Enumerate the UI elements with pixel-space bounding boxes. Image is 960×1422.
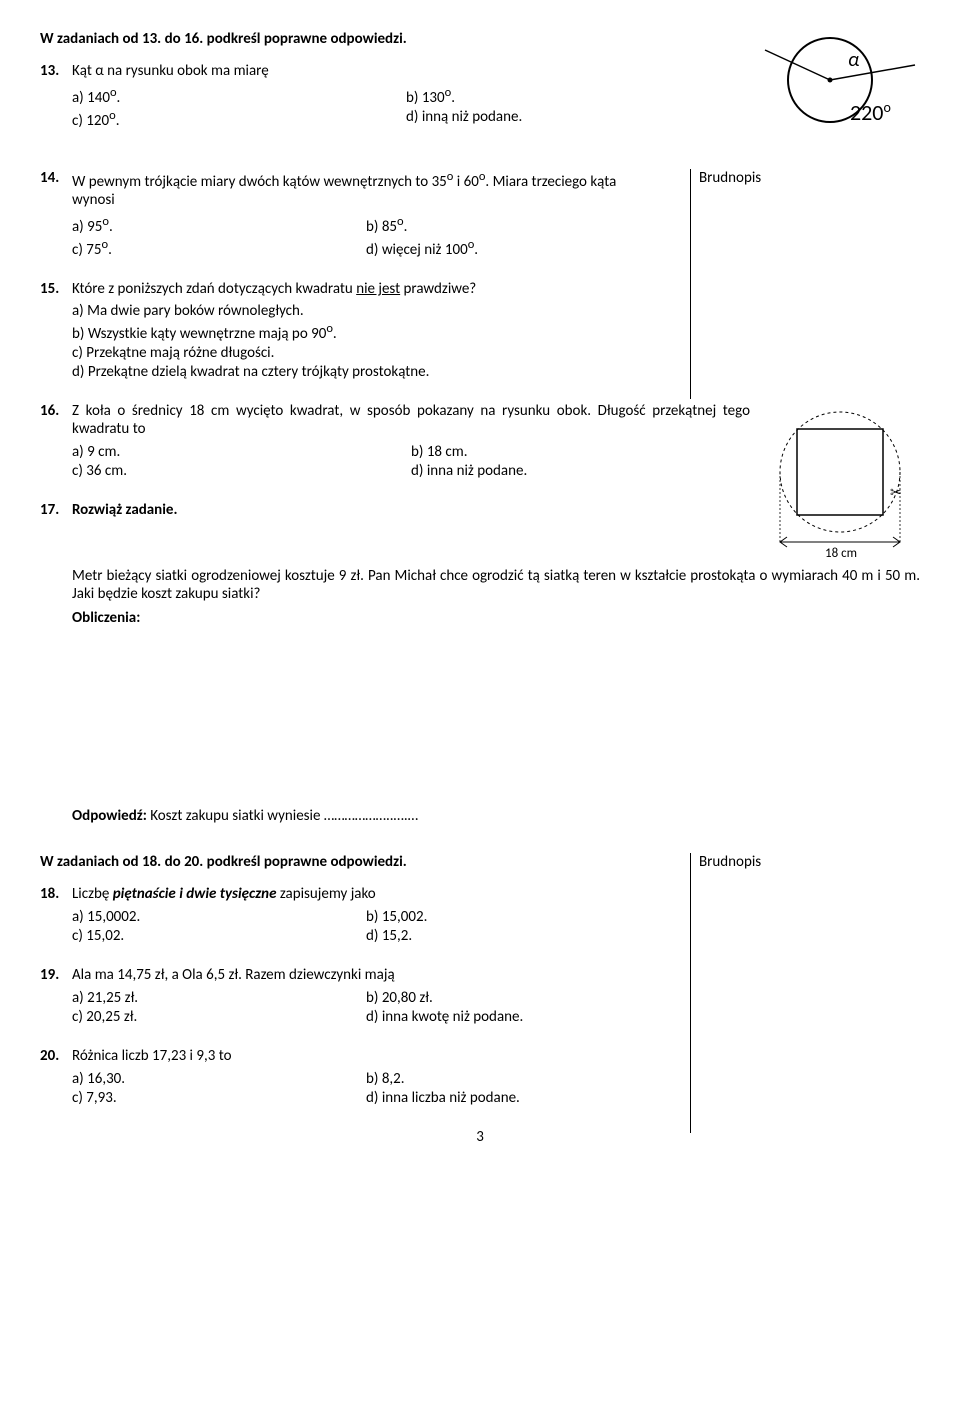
q13-opt-b: b) 130o. [406, 85, 740, 107]
section-header-13-16: W zadaniach od 13. do 16. podkreśl popra… [40, 30, 920, 155]
q17-title: Rozwiąż zadanie. [72, 501, 750, 519]
q19-opt-a: a) 21,25 zł. [72, 989, 366, 1007]
q13-opt-a: a) 140o. [72, 85, 406, 107]
q15-text: Które z poniższych zdań dotyczących kwad… [72, 280, 660, 298]
q18-opt-c: c) 15,02. [72, 927, 366, 945]
q16-opt-b: b) 18 cm. [411, 443, 750, 461]
alpha-label: α [848, 48, 859, 72]
q18-opt-a: a) 15,0002. [72, 908, 366, 926]
q16-num: 16. [40, 402, 72, 420]
question-20: 20. Różnica liczb 17,23 i 9,3 to a) 16,3… [40, 1047, 660, 1108]
question-19: 19. Ala ma 14,75 zł, a Ola 6,5 zł. Razem… [40, 966, 660, 1027]
q14-opt-d: d) więcej niż 100o. [366, 237, 660, 259]
instructions-1: W zadaniach od 13. do 16. podkreśl popra… [40, 30, 740, 48]
q14-num: 14. [40, 169, 72, 187]
q18-opt-d: d) 15,2. [366, 927, 660, 945]
instructions-2: W zadaniach od 18. do 20. podkreśl popra… [40, 853, 660, 871]
q19-text: Ala ma 14,75 zł, a Ola 6,5 zł. Razem dzi… [72, 966, 660, 984]
square-in-circle-figure: ✂ 18 cm [770, 402, 920, 567]
q20-opt-a: a) 16,30. [72, 1070, 366, 1088]
q14-opt-c: c) 75o. [72, 237, 366, 259]
q19-opt-b: b) 20,80 zł. [366, 989, 660, 1007]
q16-opt-d: d) inna niż podane. [411, 462, 750, 480]
question-16: 16. Z koła o średnicy 18 cm wycięto kwad… [40, 402, 750, 481]
q14-text: W pewnym trójkącie miary dwóch kątów wew… [72, 169, 660, 209]
q15-opt-b: b) Wszystkie kąty wewnętrzne mają po 90o… [72, 321, 660, 343]
q15-num: 15. [40, 280, 72, 298]
q16-text: Z koła o średnicy 18 cm wycięto kwadrat,… [72, 402, 750, 438]
q19-opt-c: c) 20,25 zł. [72, 1008, 366, 1026]
q14-opt-a: a) 95o. [72, 214, 366, 236]
q17-obliczenia: Obliczenia: [72, 609, 920, 627]
q19-opt-d: d) inna kwotę niż podane. [366, 1008, 660, 1026]
q17-answer: Odpowiedź: Koszt zakupu siatki wyniesie … [72, 807, 920, 825]
q16-opt-c: c) 36 cm. [72, 462, 411, 480]
q17-num: 17. [40, 501, 72, 519]
q15-opt-a: a) Ma dwie pary boków równoległych. [72, 302, 660, 320]
q20-opt-b: b) 8,2. [366, 1070, 660, 1088]
q18-num: 18. [40, 885, 72, 903]
q13-text: Kąt α na rysunku obok ma miarę [72, 62, 740, 80]
q13-num: 13. [40, 62, 72, 80]
q20-num: 20. [40, 1047, 72, 1065]
q15-opt-d: d) Przekątne dzielą kwadrat na cztery tr… [72, 363, 660, 381]
q17-text: Metr bieżący siatki ogrodzeniowej kosztu… [72, 567, 920, 603]
q15-opt-c: c) Przekątne mają różne długości. [72, 344, 660, 362]
q20-text: Różnica liczb 17,23 i 9,3 to [72, 1047, 660, 1065]
angle-figure: α 220o [760, 30, 920, 155]
question-16-row: 16. Z koła o średnicy 18 cm wycięto kwad… [40, 402, 920, 567]
q18-opt-b: b) 15,002. [366, 908, 660, 926]
question-18: 18. Liczbę piętnaście i dwie tysięczne z… [40, 885, 660, 946]
q19-num: 19. [40, 966, 72, 984]
dim-label: 18 cm [825, 546, 857, 561]
brudnopis-box-1: Brudnopis [690, 169, 761, 399]
page-number: 3 [40, 1128, 920, 1146]
q16-opt-a: a) 9 cm. [72, 443, 411, 461]
q20-opt-c: c) 7,93. [72, 1089, 366, 1107]
question-15: 15. Które z poniższych zdań dotyczących … [40, 280, 660, 382]
q14-opt-b: b) 85o. [366, 214, 660, 236]
q13-opt-c: c) 120o. [72, 108, 406, 130]
q17-body: Metr bieżący siatki ogrodzeniowej kosztu… [72, 567, 920, 627]
question-14: 14. W pewnym trójkącie miary dwóch kątów… [40, 169, 660, 260]
question-13: 13. Kąt α na rysunku obok ma miarę a) 14… [40, 62, 740, 131]
q18-text: Liczbę piętnaście i dwie tysięczne zapis… [72, 885, 660, 903]
question-17: 17. Rozwiąż zadanie. [40, 501, 750, 519]
q13-opt-d: d) inną niż podane. [406, 108, 740, 126]
q20-opt-d: d) inna liczba niż podane. [366, 1089, 660, 1107]
brudnopis-box-2: Brudnopis [690, 853, 761, 1133]
angle-value: 220o [850, 99, 891, 126]
